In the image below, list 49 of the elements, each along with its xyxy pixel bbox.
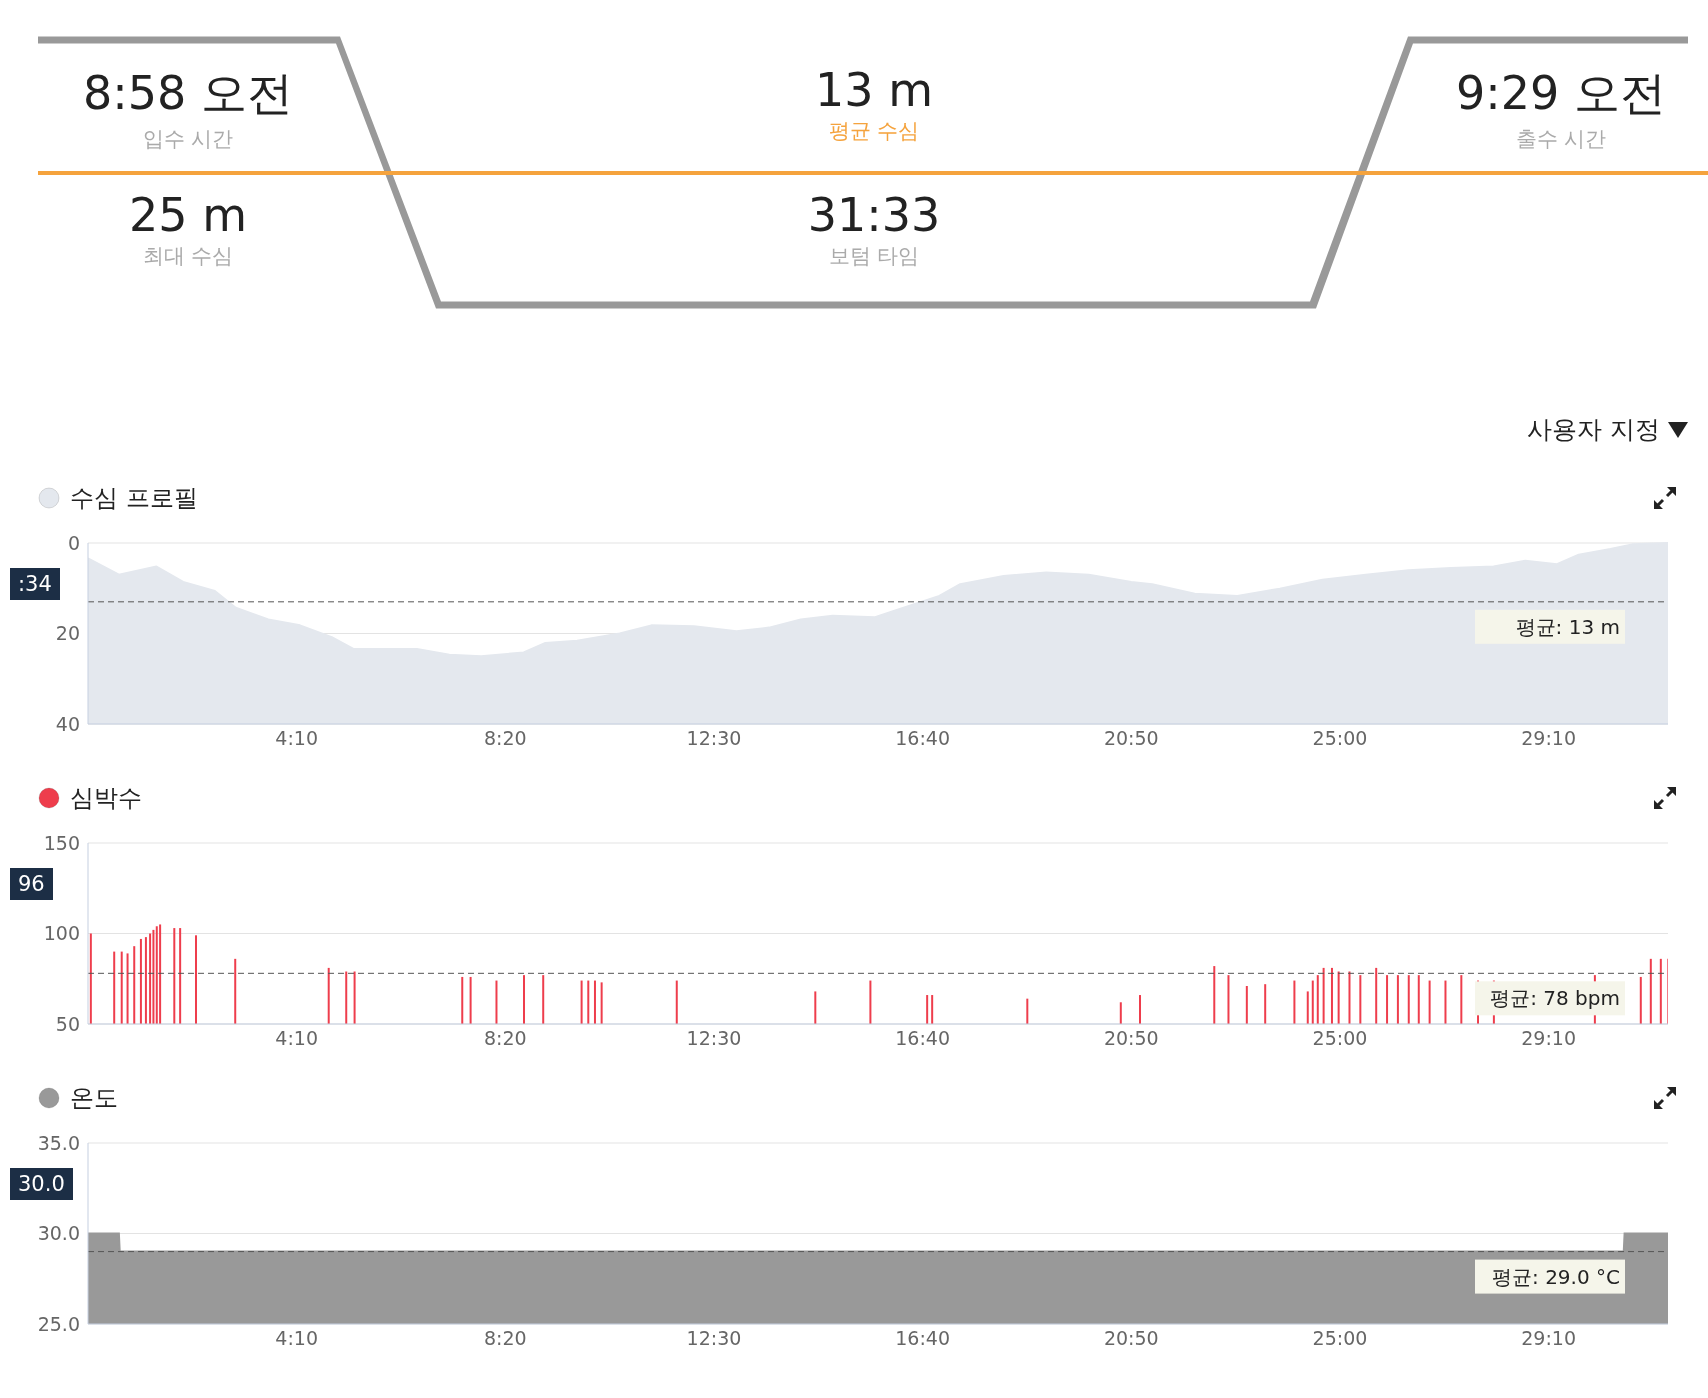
x-tick-label: 25:00 xyxy=(1312,1027,1368,1050)
text: 사용자 지정 xyxy=(1527,414,1660,446)
x-tick-label: 8:20 xyxy=(483,1027,527,1050)
ref-line-label: 평균: 29.0 °C xyxy=(1492,1264,1620,1289)
x-tick-label: 20:50 xyxy=(1103,1327,1159,1350)
text: 출수 시간 xyxy=(1515,127,1607,151)
text: 최대 수심 xyxy=(142,244,234,268)
x-tick-label: 16:40 xyxy=(895,727,951,750)
text: 25 m xyxy=(123,188,253,242)
x-tick-label: 12:30 xyxy=(686,727,742,750)
x-tick-label: 20:50 xyxy=(1103,727,1159,750)
text: 13 m xyxy=(809,63,939,117)
y-tick-label: 20 xyxy=(55,622,80,645)
x-tick-label: 16:40 xyxy=(895,1027,951,1050)
text: 9:29 오전 xyxy=(1450,63,1672,125)
x-tick-label: 4:10 xyxy=(275,1027,318,1050)
text: 평균 수심 xyxy=(828,119,920,143)
x-tick-label: 16:40 xyxy=(895,1327,951,1350)
text: :34 xyxy=(10,568,60,600)
y-tick-label: 50 xyxy=(55,1012,80,1035)
text: 입수 시간 xyxy=(142,127,234,151)
y-tick-label: 35.0 xyxy=(37,1131,80,1154)
y-tick-label: 0 xyxy=(67,531,80,554)
y-tick-label: 40 xyxy=(55,712,80,735)
y-tick-label: 25.0 xyxy=(37,1312,80,1335)
chart-title: 온도 xyxy=(70,1083,118,1114)
x-tick-label: 12:30 xyxy=(686,1327,742,1350)
text: 31:33 xyxy=(801,188,947,242)
chart-title: 심박수 xyxy=(70,783,142,814)
x-tick-label: 8:20 xyxy=(483,1327,527,1350)
y-tick-label: 150 xyxy=(43,831,80,854)
x-tick-label: 29:10 xyxy=(1521,1327,1577,1350)
x-tick-label: 4:10 xyxy=(275,727,318,750)
text: 96 xyxy=(10,868,53,900)
ref-line-label: 평균: 78 bpm xyxy=(1490,986,1620,1011)
x-tick-label: 12:30 xyxy=(686,1027,742,1050)
text: 보텀 타임 xyxy=(828,244,920,268)
x-tick-label: 20:50 xyxy=(1103,1027,1159,1050)
chart-title: 수심 프로필 xyxy=(70,483,198,514)
y-tick-label: 30.0 xyxy=(37,1222,80,1245)
x-tick-label: 29:10 xyxy=(1521,1027,1577,1050)
y-tick-label: 100 xyxy=(43,922,80,945)
x-tick-label: 4:10 xyxy=(275,1327,318,1350)
x-tick-label: 25:00 xyxy=(1312,1327,1368,1350)
ref-line-label: 평균: 13 m xyxy=(1515,614,1620,639)
x-tick-label: 8:20 xyxy=(483,727,527,750)
x-tick-label: 29:10 xyxy=(1521,727,1577,750)
x-tick-label: 25:00 xyxy=(1312,727,1368,750)
text: 8:58 오전 xyxy=(77,63,299,125)
